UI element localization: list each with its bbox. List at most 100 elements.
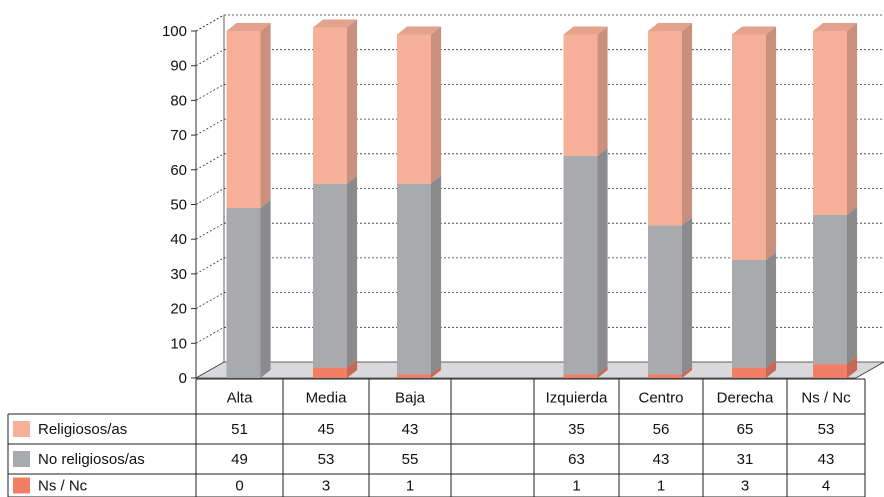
bar-side	[847, 23, 858, 215]
bar-front	[563, 374, 598, 378]
bar-side	[682, 23, 693, 226]
bar-segment	[648, 217, 693, 375]
bar-top	[313, 19, 358, 28]
bar-front	[648, 31, 682, 226]
gridline-diagonal	[195, 153, 225, 171]
bar-side	[766, 252, 777, 368]
data-table: Alta Media Baja Izquierda Centro Derecha Ns / …	[7, 378, 866, 497]
bar-side	[766, 359, 777, 378]
bar-segment	[732, 252, 777, 368]
legend-label: Ns / Nc	[38, 478, 88, 495]
data-label: 4	[822, 478, 830, 495]
bar-side	[597, 147, 608, 375]
data-label: 53	[818, 421, 835, 438]
gridline-diagonal	[195, 292, 225, 309]
bar-side	[682, 217, 693, 375]
bar-side	[847, 206, 858, 365]
data-label: 1	[657, 478, 665, 495]
bar-top	[732, 26, 777, 35]
y-tick-label: 0	[179, 370, 187, 387]
y-tick-label: 100	[162, 23, 187, 40]
bar-side	[347, 359, 358, 378]
bar-segment	[397, 366, 442, 378]
data-label: 43	[402, 421, 419, 438]
bar-segment	[648, 366, 693, 378]
bar-top	[813, 23, 858, 31]
bar-segment	[313, 359, 358, 378]
data-label: 45	[318, 421, 335, 438]
bar-front	[813, 214, 847, 365]
bar-side	[260, 199, 271, 378]
bar-segment	[732, 359, 777, 378]
bar-segment	[563, 366, 608, 378]
bar-side	[431, 26, 442, 184]
x-tick-label: Media	[306, 390, 348, 407]
bar-segment	[397, 26, 442, 184]
bar-front	[732, 367, 766, 378]
data-label: 56	[653, 421, 670, 438]
gridline-diagonal	[195, 326, 225, 344]
bar-segment	[813, 23, 858, 215]
gridline-diagonal	[195, 257, 225, 275]
data-label: 43	[818, 451, 835, 468]
bar-side	[847, 356, 858, 378]
data-label: 63	[568, 451, 585, 468]
y-tick-label: 80	[170, 92, 187, 109]
bar-side	[431, 175, 442, 375]
gridline-diagonal	[195, 118, 225, 136]
x-tick-label: Centro	[638, 390, 683, 407]
bar-front	[732, 260, 766, 368]
gridline-diagonal	[195, 14, 225, 32]
bar-front	[397, 374, 431, 378]
bar-segment	[313, 175, 358, 368]
bar-front	[648, 374, 682, 378]
gridline-diagonal	[195, 188, 225, 205]
bar-side	[597, 26, 608, 156]
legend-label: No religiosos/as	[38, 451, 145, 468]
gridline-diagonal	[195, 84, 225, 101]
bar-top	[648, 23, 693, 31]
x-tick-label: Derecha	[717, 390, 774, 407]
y-tick-label: 30	[170, 266, 187, 283]
bar-front	[226, 207, 261, 378]
bar-side	[682, 366, 693, 378]
y-tick-label: 50	[170, 197, 187, 214]
y-axis: 0 10 20 30 40 50 60 70 80 90 100	[162, 23, 197, 387]
gridline-diagonal	[195, 222, 225, 240]
bar-segment	[563, 26, 608, 156]
gridline-diagonal	[195, 49, 225, 67]
bar-segment	[313, 19, 358, 184]
data-label: 51	[231, 421, 248, 438]
data-label: 55	[402, 451, 419, 468]
plot-area	[194, 14, 884, 379]
bar-front	[563, 34, 598, 156]
bar-front	[648, 225, 682, 375]
bar-front	[313, 183, 347, 368]
bar-front	[313, 27, 347, 184]
data-label: 49	[231, 451, 248, 468]
bar-segment	[813, 206, 858, 365]
bar-front	[313, 367, 347, 378]
floor	[194, 361, 884, 379]
bar-side	[597, 366, 608, 378]
bar-top	[563, 26, 608, 35]
bar-side	[347, 175, 358, 368]
data-label: 0	[235, 478, 243, 495]
data-label: 35	[568, 421, 585, 438]
x-tick-label: Izquierda	[546, 390, 608, 407]
y-tick-label: 20	[170, 301, 187, 318]
y-tick-label: 40	[170, 231, 187, 248]
bar-front	[813, 364, 847, 378]
bar-front	[397, 34, 431, 184]
bar-top	[397, 26, 442, 35]
y-tick-label: 70	[170, 127, 187, 144]
data-label: 43	[653, 451, 670, 468]
legend-swatch	[13, 421, 30, 437]
bar-side	[766, 26, 777, 261]
y-tick-label: 90	[170, 58, 187, 75]
x-tick-label: Ns / Nc	[801, 390, 851, 407]
data-label: 1	[406, 478, 414, 495]
bar-side	[431, 366, 442, 378]
bar-front	[732, 34, 766, 261]
